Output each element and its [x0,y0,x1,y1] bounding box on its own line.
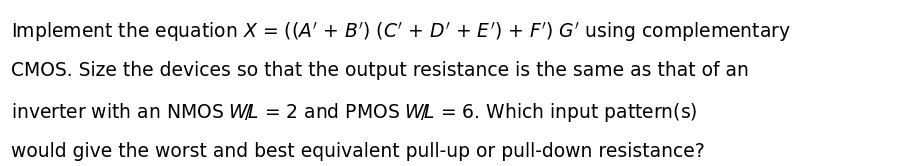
Text: Implement the equation $X$ = (($A'$ + $B'$) ($C'$ + $D'$ + $E'$) + $F'$) $G'$ us: Implement the equation $X$ = (($A'$ + $B… [11,20,791,44]
Text: CMOS. Size the devices so that the output resistance is the same as that of an: CMOS. Size the devices so that the outpu… [11,61,749,80]
Text: would give the worst and best equivalent pull-up or pull-down resistance?: would give the worst and best equivalent… [11,142,704,161]
Text: inverter with an NMOS $W\!/\!L$ = 2 and PMOS $W\!/\!L$ = 6. Which input pattern(: inverter with an NMOS $W\!/\!L$ = 2 and … [11,101,697,124]
